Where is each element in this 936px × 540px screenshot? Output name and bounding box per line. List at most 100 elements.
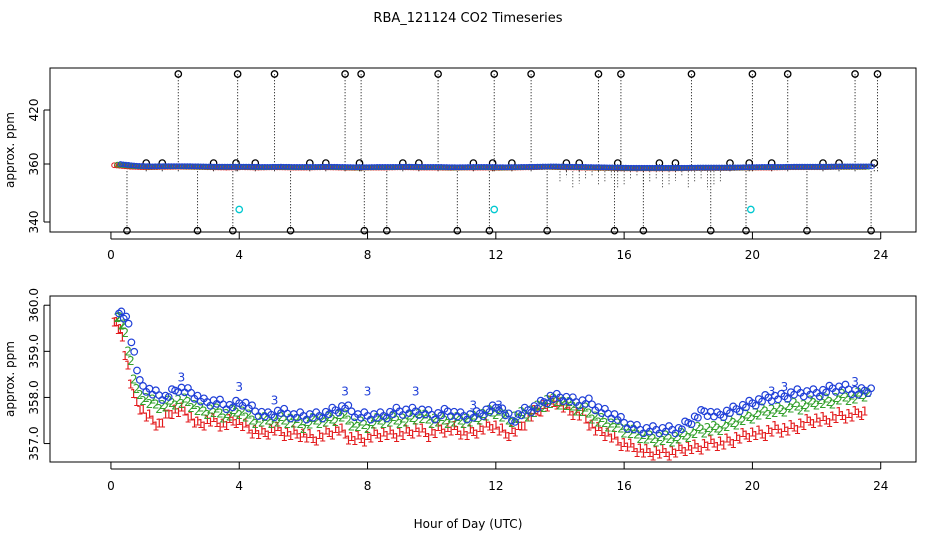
series-1-point: 1 bbox=[720, 438, 728, 452]
series-2-point: 2 bbox=[450, 415, 458, 429]
top-series-3-point bbox=[507, 164, 514, 171]
series-2-point: 2 bbox=[354, 420, 362, 434]
series-2-point: 2 bbox=[300, 422, 308, 436]
top-series-3-point bbox=[719, 164, 725, 171]
top-series-3-point bbox=[644, 164, 651, 171]
top-series-3-point bbox=[499, 164, 506, 171]
series-1-point: 1 bbox=[409, 428, 417, 442]
top-series-3-point bbox=[379, 164, 386, 170]
series-3-point bbox=[677, 425, 686, 434]
series-1-point: 1 bbox=[168, 408, 176, 422]
series-2-point: 2 bbox=[710, 419, 718, 433]
top-series-3-point bbox=[483, 164, 490, 170]
top-series-3-point bbox=[133, 162, 140, 169]
series-2-point: 2 bbox=[200, 404, 208, 418]
top-series-3-point bbox=[523, 163, 530, 170]
series-3-point bbox=[130, 347, 139, 356]
top-series-3-point bbox=[205, 163, 212, 170]
series-2-point: 2 bbox=[704, 421, 712, 435]
series-2-point: 2 bbox=[418, 412, 426, 426]
top-series-3-point bbox=[123, 161, 129, 168]
top-series-3-point bbox=[670, 164, 677, 171]
series-1-point: 1 bbox=[630, 441, 638, 455]
series-1-point: 1 bbox=[717, 435, 725, 449]
top-series-3-point bbox=[473, 164, 479, 170]
series-1-point: 1 bbox=[428, 424, 436, 438]
top-series-3-point bbox=[283, 163, 290, 170]
top-series-3-point bbox=[237, 163, 244, 170]
series-1-point: 1 bbox=[255, 428, 263, 442]
top-series-3-point bbox=[590, 164, 597, 171]
top-series-3-point bbox=[390, 164, 397, 170]
series-1-point: 1 bbox=[646, 446, 654, 460]
top-series-3-point bbox=[569, 163, 576, 170]
series-2-point: 2 bbox=[569, 400, 577, 414]
series-2-point: 2 bbox=[640, 428, 648, 442]
series-1-point: 1 bbox=[219, 416, 227, 430]
series-3-point bbox=[588, 400, 596, 409]
spike-point bbox=[687, 70, 696, 78]
series-2-point: 2 bbox=[633, 427, 641, 441]
series-1-point: 1 bbox=[373, 427, 381, 441]
chart-title: RBA_121124 CO2 Timeseries bbox=[373, 11, 562, 26]
series-1-point: 1 bbox=[174, 406, 182, 420]
series-1-point: 1 bbox=[745, 431, 753, 445]
series-2-point: 2 bbox=[826, 395, 834, 409]
top-y-tick-label: 420 bbox=[27, 99, 41, 122]
series-1-point: 1 bbox=[386, 424, 394, 438]
series-1-point: 1 bbox=[572, 405, 580, 419]
top-series-3-point bbox=[858, 163, 864, 170]
top-series-3-point bbox=[486, 164, 493, 170]
top-series-3-point bbox=[751, 164, 757, 171]
bottom-x-tick-label: 0 bbox=[107, 479, 115, 493]
top-series-3-point bbox=[157, 163, 164, 170]
series-1-point: 1 bbox=[800, 419, 808, 433]
series-1-point: 1 bbox=[662, 446, 670, 460]
top-series-3-point bbox=[547, 163, 554, 170]
top-series-3-point bbox=[596, 164, 602, 171]
series-1-point: 1 bbox=[678, 442, 686, 456]
series-1-point: 1 bbox=[697, 444, 705, 458]
bottom-x-tick-label: 16 bbox=[616, 479, 631, 493]
series-1-point: 1 bbox=[364, 429, 372, 443]
top-series-3-point bbox=[775, 164, 781, 170]
series-1-point: 1 bbox=[127, 377, 135, 391]
series-1-point: 1 bbox=[367, 431, 375, 445]
series-1-point: 1 bbox=[312, 434, 320, 448]
top-series-3-point bbox=[681, 164, 688, 171]
top-series-3-point bbox=[727, 164, 733, 171]
series-1-point: 1 bbox=[396, 425, 404, 439]
series-2-point: 2 bbox=[681, 428, 689, 442]
top-series-3-point bbox=[358, 164, 365, 171]
series-2-point: 2 bbox=[239, 405, 247, 419]
series-2-point: 2 bbox=[717, 424, 725, 438]
series-3-point bbox=[344, 401, 353, 410]
top-series-3-point bbox=[585, 164, 592, 170]
top-series-3-point bbox=[425, 164, 431, 170]
series-1-point: 1 bbox=[527, 411, 535, 425]
series-2-point: 2 bbox=[729, 416, 737, 430]
series-1-point: 1 bbox=[441, 426, 449, 440]
series-2-point: 2 bbox=[768, 402, 776, 416]
series-1-point: 1 bbox=[116, 322, 124, 336]
series-1-point: 1 bbox=[473, 428, 481, 442]
top-series-3-point bbox=[259, 164, 266, 170]
top-series-3-point bbox=[184, 163, 191, 170]
top-series-3-point bbox=[187, 163, 193, 170]
top-series-3-point bbox=[767, 164, 773, 170]
top-series-3-point bbox=[443, 164, 450, 170]
top-series-3-point bbox=[721, 164, 728, 171]
top-series-3-point bbox=[451, 164, 458, 171]
top-series-3-point bbox=[430, 164, 437, 170]
series-2-point: 2 bbox=[797, 403, 805, 417]
series-1-point: 1 bbox=[351, 434, 359, 448]
series-2-point: 2 bbox=[306, 418, 314, 432]
series-1-point: 1 bbox=[810, 417, 818, 431]
bottom-x-tick-label: 4 bbox=[235, 479, 243, 493]
series-3-label: 3 bbox=[495, 398, 503, 412]
top-series-3-point bbox=[403, 163, 410, 170]
top-series-3-point bbox=[267, 163, 274, 170]
top-x-tick-label: 16 bbox=[616, 248, 631, 262]
top-series-3-point bbox=[815, 163, 822, 170]
series-2-point: 2 bbox=[819, 397, 827, 411]
